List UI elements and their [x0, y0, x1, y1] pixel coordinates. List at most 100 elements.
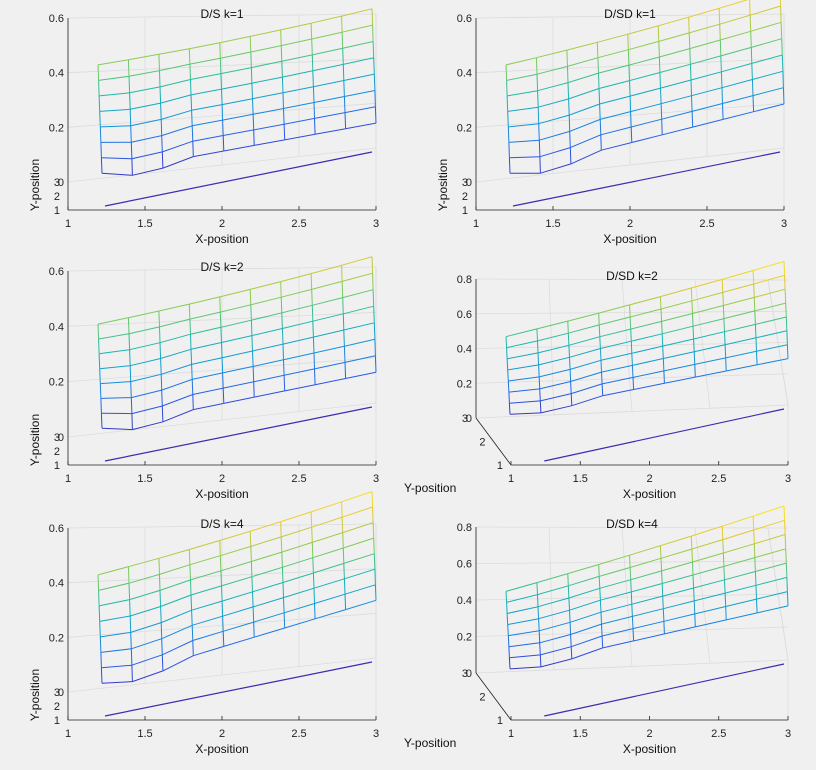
surface-mesh-line — [250, 281, 281, 290]
surface-mesh-line — [506, 80, 508, 96]
z-tick-label: 0.2 — [49, 122, 64, 134]
surface-mesh-line — [780, 22, 783, 39]
surface-mesh-line — [221, 342, 223, 358]
z-tick-label: 0 — [58, 687, 64, 699]
surface-mesh-line — [600, 591, 632, 601]
surface-mesh-line — [722, 103, 724, 120]
surface-mesh-line — [128, 53, 159, 61]
surface-mesh-line — [722, 283, 754, 293]
surface-mesh-line — [630, 579, 632, 592]
surface-mesh-line — [310, 264, 342, 275]
surface-mesh-line — [132, 167, 164, 176]
surface-mesh-line — [598, 73, 600, 89]
surface-mesh-line — [99, 349, 130, 355]
surface-mesh-line — [659, 48, 690, 58]
x-axis-label: X-position — [195, 232, 248, 246]
surface-mesh-line — [754, 310, 756, 325]
surface-mesh-line — [722, 539, 724, 554]
surface-mesh-line — [693, 331, 725, 340]
surface-mesh-line — [253, 123, 285, 131]
surface-mesh-line — [693, 600, 696, 614]
surface-mesh-line — [599, 579, 631, 589]
surface-mesh-line — [252, 366, 255, 382]
surface-mesh-line — [282, 320, 313, 329]
z-tick-label: 0.4 — [49, 68, 64, 80]
surface-mesh-line — [570, 623, 602, 635]
surface-mesh-line — [754, 288, 786, 298]
surface-mesh-line — [720, 71, 723, 88]
surface-mesh-line — [598, 64, 630, 74]
surface-mesh-line — [721, 62, 752, 73]
surface-mesh-line — [220, 51, 251, 59]
surface-mesh-line — [311, 516, 343, 528]
surface-mesh-line — [752, 516, 755, 531]
surface-mesh-line — [312, 63, 344, 72]
y-axis-label: Y-position — [404, 481, 456, 495]
surface-mesh-line — [723, 296, 755, 306]
surface-mesh-line — [127, 59, 130, 77]
surface-mesh-line — [98, 353, 101, 369]
x-tick-label: 2.5 — [291, 728, 306, 740]
surface-mesh-line — [538, 376, 541, 389]
surface-mesh-line — [130, 125, 132, 143]
surface-mesh-line — [537, 597, 570, 608]
surface-mesh-line — [98, 95, 101, 112]
surface-mesh-line — [343, 329, 345, 347]
surface-mesh-line — [158, 310, 160, 327]
surface-mesh-line — [374, 569, 376, 585]
surface-mesh-line — [192, 119, 223, 127]
surface-mesh-line — [314, 368, 316, 385]
surface-mesh-line — [596, 42, 599, 58]
surface-mesh-line — [130, 397, 133, 414]
surface-mesh-line — [658, 32, 690, 42]
surface-mesh-line — [221, 89, 223, 105]
surface-mesh-line — [281, 328, 284, 345]
y-tick-label: 1 — [497, 460, 503, 472]
x-tick-label: 2 — [646, 473, 652, 485]
surface-mesh-line — [372, 41, 375, 58]
surface-mesh-line — [373, 322, 376, 340]
surface-mesh-line — [341, 32, 344, 49]
surface-mesh-line — [252, 359, 284, 367]
surface-mesh-line — [631, 616, 634, 629]
surface-mesh-line — [597, 49, 629, 59]
surface-mesh-line — [537, 340, 539, 353]
surface-mesh-line — [567, 72, 599, 84]
surface-mesh-line — [189, 540, 220, 550]
surface-mesh-line — [786, 330, 788, 345]
surface-mesh-line — [567, 585, 570, 599]
surface-mesh-line — [311, 542, 314, 558]
x-gridline — [548, 527, 555, 670]
surface-mesh-line — [540, 405, 572, 414]
surface-mesh-line — [536, 49, 568, 59]
surface-mesh-line — [130, 622, 162, 633]
surface-mesh-line — [311, 38, 313, 55]
surface-mesh-line — [602, 640, 634, 649]
surface-mesh-line — [752, 87, 784, 97]
surface-mesh-line — [786, 577, 788, 592]
surface-mesh-line — [505, 336, 508, 348]
y-tick-label: 1 — [54, 715, 60, 727]
surface-mesh-line — [568, 597, 570, 611]
surface-mesh-line — [101, 681, 133, 684]
surface-mesh-line — [188, 48, 191, 65]
surface-mesh-line — [190, 579, 192, 596]
surface-mesh-line — [161, 363, 192, 375]
surface-mesh-line — [280, 281, 282, 298]
surface-mesh-line — [283, 368, 315, 376]
surface-mesh-line — [721, 526, 724, 540]
surface-mesh-line — [722, 95, 754, 104]
surface-mesh-line — [313, 562, 344, 574]
surface-mesh-line — [692, 118, 724, 128]
surface-mesh-line — [251, 576, 253, 592]
surface-mesh-line — [222, 372, 224, 389]
z-gridline — [475, 560, 789, 564]
surface-mesh-line — [312, 313, 344, 322]
surface-mesh-line — [664, 376, 696, 384]
surface-mesh-line — [536, 573, 568, 584]
surface-mesh-line — [311, 305, 314, 322]
surface-mesh-line — [250, 304, 252, 321]
x-gridline — [621, 279, 633, 412]
surface-mesh-line — [600, 360, 602, 373]
surface-mesh-line — [660, 558, 663, 571]
